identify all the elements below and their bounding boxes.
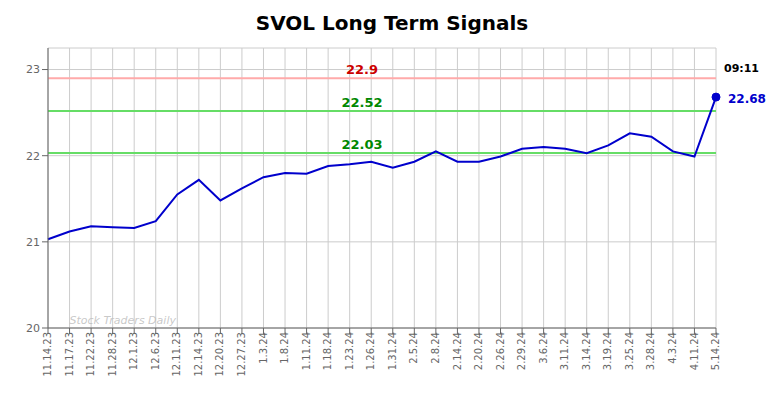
svg-text:4.3.24: 4.3.24 [667, 332, 678, 364]
svg-text:3.25.24: 3.25.24 [624, 332, 635, 370]
svg-text:11.22.23: 11.22.23 [85, 332, 96, 377]
svg-text:4.11.24: 4.11.24 [689, 332, 700, 370]
svg-text:2.14.24: 2.14.24 [452, 332, 463, 370]
svg-text:22.03: 22.03 [341, 137, 382, 152]
svg-text:2.26.24: 2.26.24 [495, 332, 506, 370]
svg-text:12.14.23: 12.14.23 [193, 332, 204, 377]
svg-text:2.8.24: 2.8.24 [430, 332, 441, 364]
svg-text:5.14.24: 5.14.24 [710, 332, 721, 370]
svg-text:20: 20 [26, 322, 40, 335]
svg-text:12.11.23: 12.11.23 [171, 332, 182, 377]
svg-text:3.6.24: 3.6.24 [538, 332, 549, 364]
svg-text:2.5.24: 2.5.24 [408, 332, 419, 364]
svg-text:12.20.23: 12.20.23 [214, 332, 225, 377]
svg-text:11.14.23: 11.14.23 [42, 332, 53, 377]
svg-text:Stock Traders Daily: Stock Traders Daily [70, 314, 177, 327]
svg-text:21: 21 [26, 236, 40, 249]
svg-text:1.18.24: 1.18.24 [322, 332, 333, 370]
svg-text:2.29.24: 2.29.24 [516, 332, 527, 370]
svg-text:1.8.24: 1.8.24 [279, 332, 290, 364]
svg-text:3.28.24: 3.28.24 [645, 332, 656, 370]
svg-text:22: 22 [26, 150, 40, 163]
svg-text:3.14.24: 3.14.24 [581, 332, 592, 370]
svg-text:11.17.23: 11.17.23 [64, 332, 75, 377]
svg-text:12.27.23: 12.27.23 [236, 332, 247, 377]
svg-text:1.3.24: 1.3.24 [258, 332, 269, 364]
svg-text:12.1.23: 12.1.23 [128, 332, 139, 370]
svg-text:1.31.24: 1.31.24 [387, 332, 398, 370]
svg-text:3.19.24: 3.19.24 [602, 332, 613, 370]
svg-text:1.26.24: 1.26.24 [365, 332, 376, 370]
svg-text:23: 23 [26, 63, 40, 76]
svg-text:1.11.24: 1.11.24 [301, 332, 312, 370]
html-text:SVOL Long Term Signals: SVOL Long Term Signals [255, 11, 529, 35]
svg-text:3.11.24: 3.11.24 [559, 332, 570, 370]
svg-text:09:11: 09:11 [724, 62, 759, 75]
svg-text:11.28.23: 11.28.23 [107, 332, 118, 377]
svg-text:12.6.23: 12.6.23 [150, 332, 161, 370]
svg-text:1.23.24: 1.23.24 [344, 332, 355, 370]
svg-text:22.52: 22.52 [341, 95, 382, 110]
svg-text:2.20.24: 2.20.24 [473, 332, 484, 370]
svg-text:22.68: 22.68 [728, 92, 766, 106]
svg-text:22.9: 22.9 [346, 62, 378, 77]
